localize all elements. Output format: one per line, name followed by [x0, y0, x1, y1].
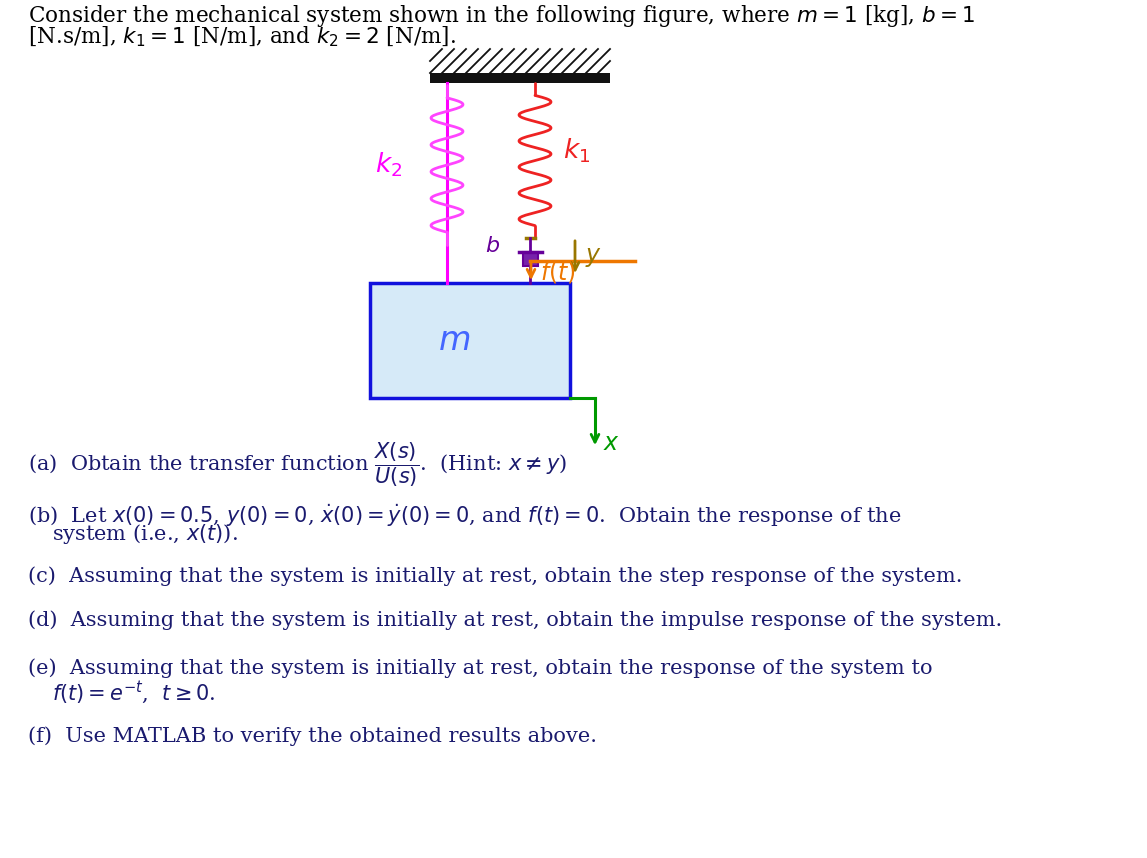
- Text: (d)  Assuming that the system is initially at rest, obtain the impulse response : (d) Assuming that the system is initiall…: [28, 610, 1002, 630]
- Text: Consider the mechanical system shown in the following figure, where $m = 1$ [kg]: Consider the mechanical system shown in …: [28, 3, 975, 29]
- Text: (b)  Let $x(0) = 0.5$, $y(0) = 0$, $\dot{x}(0) = \dot{y}(0) = 0$, and $f(t) = 0$: (b) Let $x(0) = 0.5$, $y(0) = 0$, $\dot{…: [28, 502, 902, 529]
- Text: $x$: $x$: [603, 431, 619, 455]
- Text: system (i.e., $x(t)$).: system (i.e., $x(t)$).: [52, 522, 237, 546]
- Text: $b$: $b$: [485, 236, 500, 256]
- Text: $y$: $y$: [585, 245, 602, 269]
- Text: $m$: $m$: [438, 324, 470, 357]
- Text: (e)  Assuming that the system is initially at rest, obtain the response of the s: (e) Assuming that the system is initiall…: [28, 658, 933, 678]
- Text: $f(t) = e^{-t}$,  $t \geq 0$.: $f(t) = e^{-t}$, $t \geq 0$.: [52, 680, 216, 707]
- Text: $k_1$: $k_1$: [563, 136, 591, 165]
- Bar: [523, 251, 538, 266]
- Text: (f)  Use MATLAB to verify the obtained results above.: (f) Use MATLAB to verify the obtained re…: [28, 726, 596, 746]
- Bar: [430, 73, 610, 83]
- Bar: [370, 283, 570, 398]
- Text: (a)  Obtain the transfer function $\dfrac{X(s)}{U(s)}$.  (Hint: $x \neq y$): (a) Obtain the transfer function $\dfrac…: [28, 440, 567, 488]
- Text: [N.s/m], $k_1 = 1$ [N/m], and $k_2 = 2$ [N/m].: [N.s/m], $k_1 = 1$ [N/m], and $k_2 = 2$ …: [28, 25, 457, 49]
- Text: (c)  Assuming that the system is initially at rest, obtain the step response of : (c) Assuming that the system is initiall…: [28, 566, 962, 586]
- Text: $k_2$: $k_2$: [375, 151, 403, 179]
- Text: $f(t)$: $f(t)$: [540, 259, 576, 285]
